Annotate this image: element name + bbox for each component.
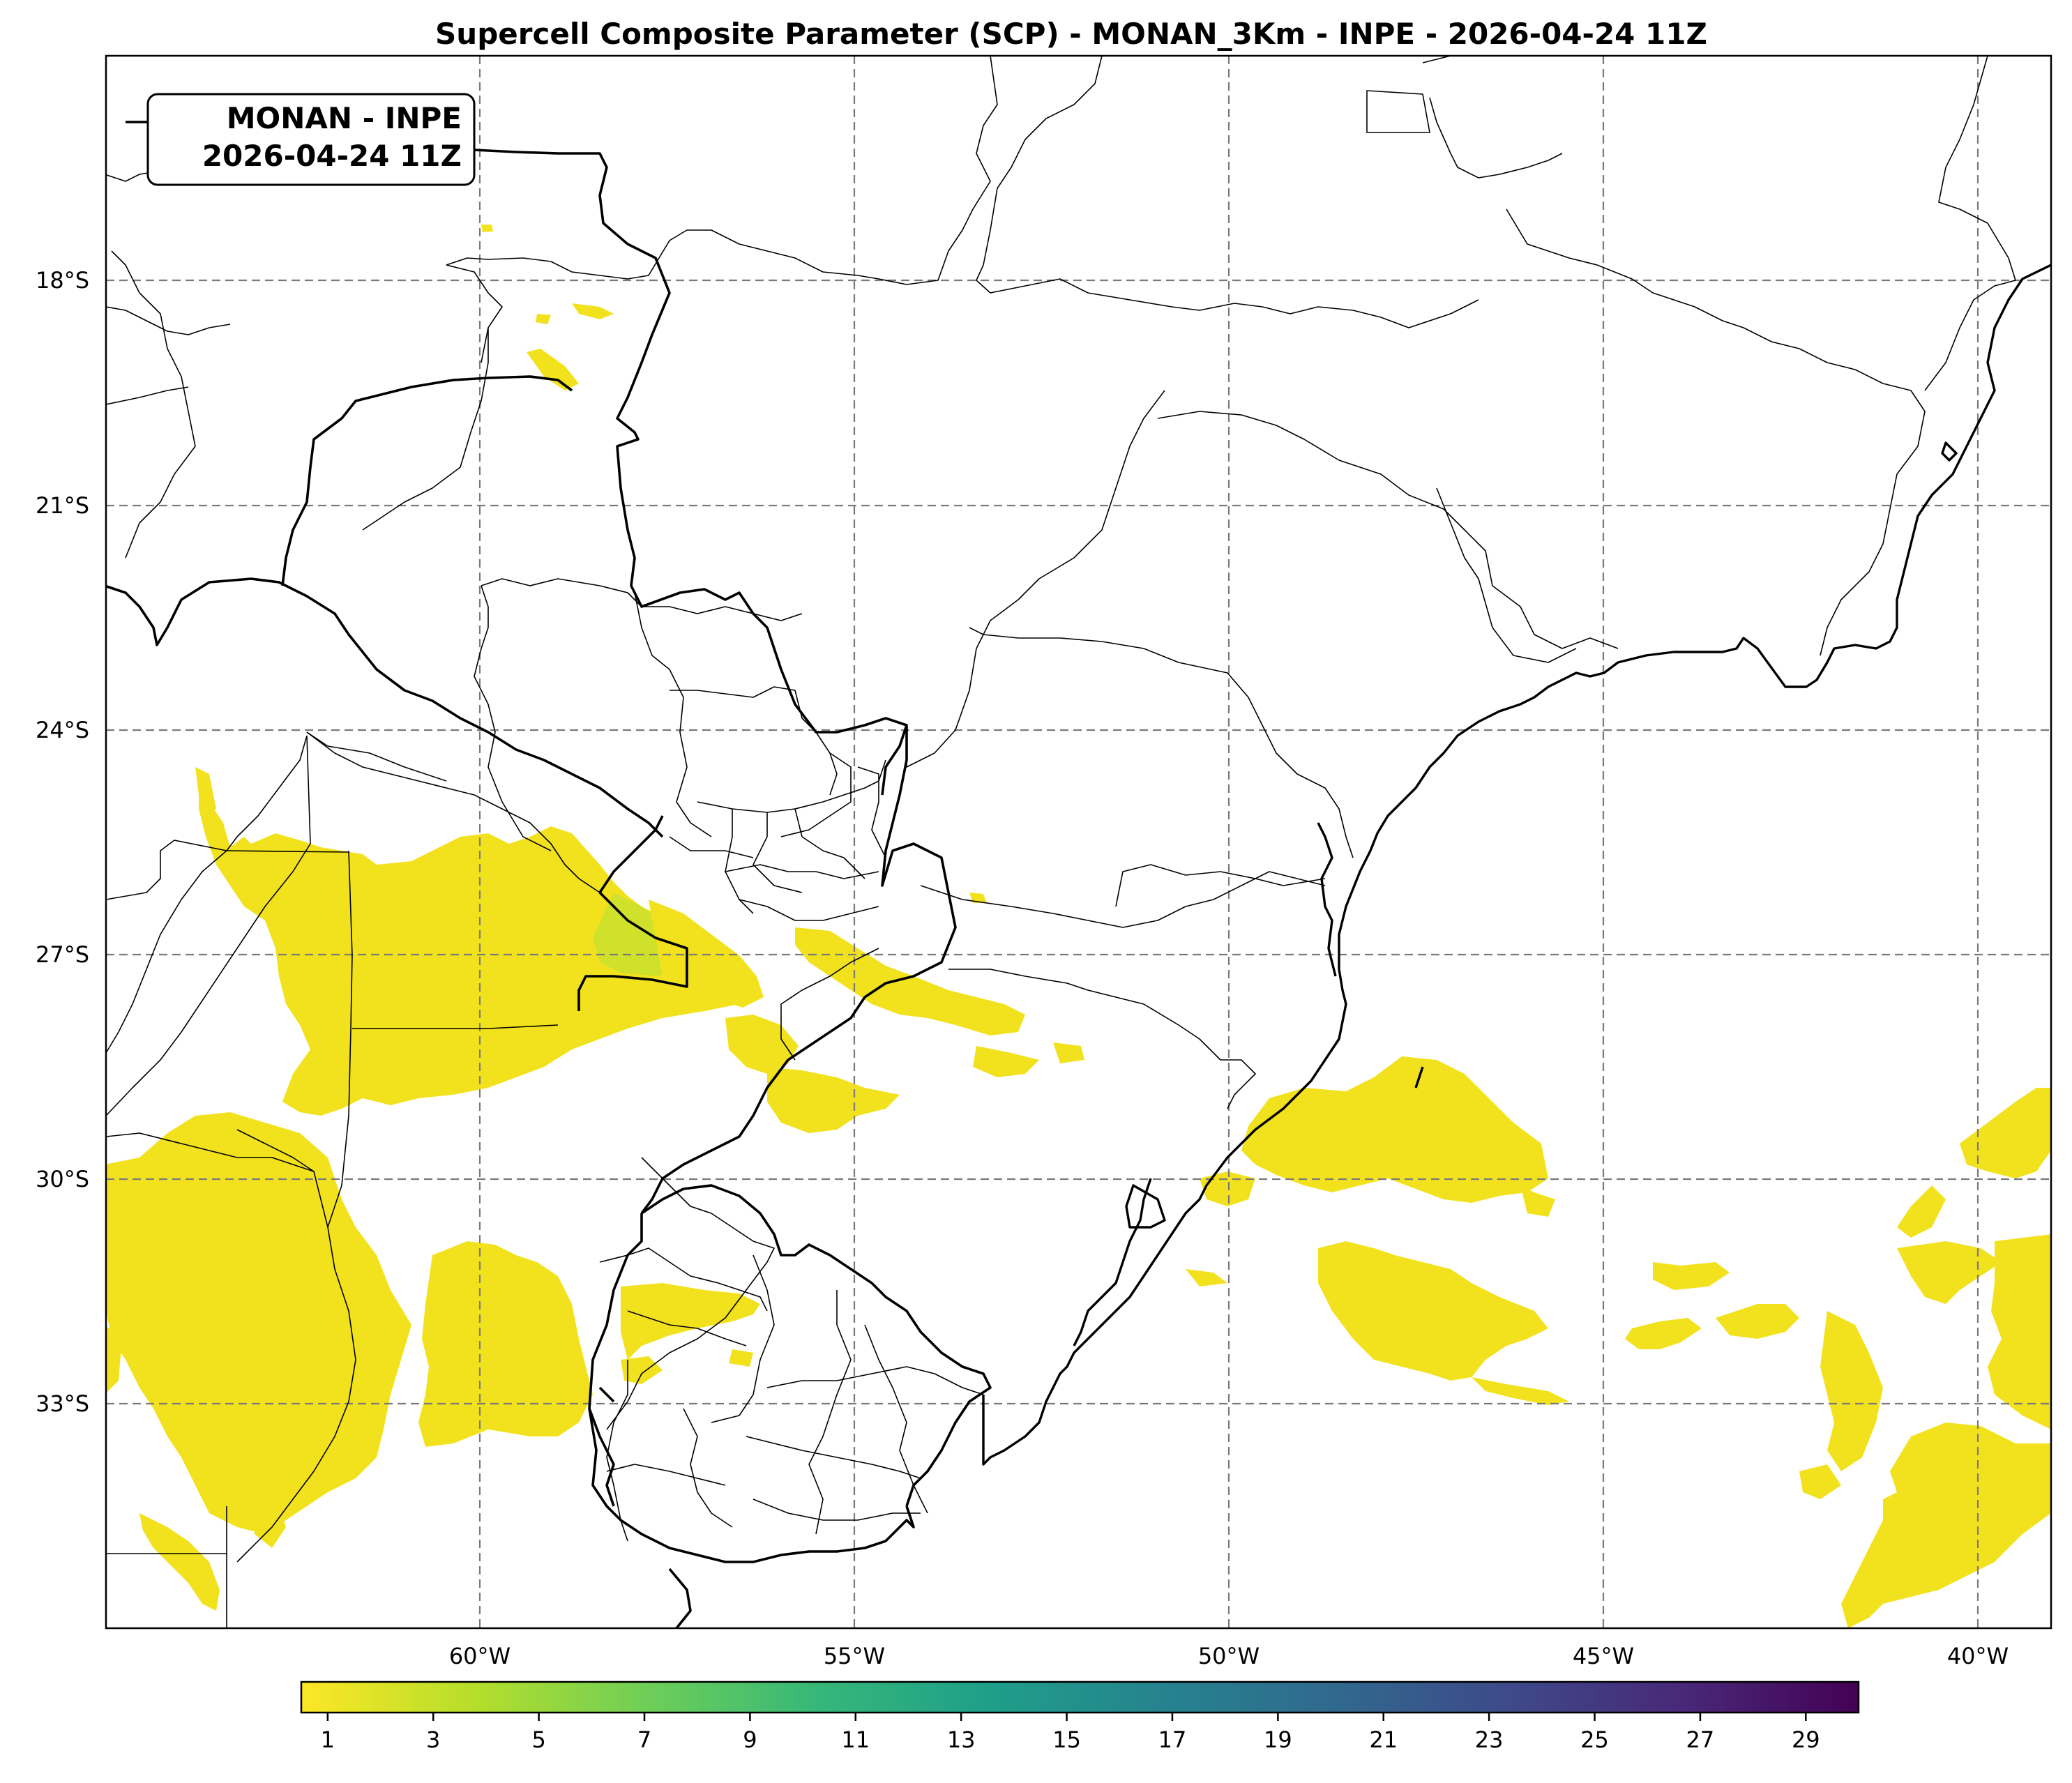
colorbar-ticks: 1 3 5 7 9 11 13 15 17 19 21 23 25 27 29	[321, 1713, 1820, 1753]
colorbar-tick-label: 17	[1158, 1727, 1187, 1753]
info-box-line2: 2026-04-24 11Z	[202, 139, 462, 173]
colorbar-tick-label: 9	[743, 1727, 757, 1753]
info-box: MONAN - INPE 2026-04-24 11Z	[146, 93, 476, 186]
colorbar-tick-label: 11	[841, 1727, 870, 1753]
info-box-line1: MONAN - INPE	[227, 101, 462, 135]
lat-label: 27°S	[36, 941, 89, 968]
figure-title: Supercell Composite Parameter (SCP) - MO…	[435, 17, 1707, 51]
lon-axis: 60°W 55°W 50°W 45°W 40°W	[449, 1643, 2009, 1669]
lat-label: 30°S	[36, 1166, 89, 1192]
lat-label: 24°S	[36, 717, 89, 743]
graticule	[106, 56, 2051, 1628]
colorbar-bar	[300, 1680, 1860, 1714]
colorbar-tick-label: 29	[1792, 1727, 1820, 1753]
map-panel	[106, 56, 2051, 1628]
colorbar-tick-label: 19	[1264, 1727, 1292, 1753]
lon-label: 60°W	[449, 1643, 511, 1669]
colorbar-tick-label: 3	[426, 1727, 440, 1753]
colorbar-tick-label: 15	[1052, 1727, 1081, 1753]
country-borders	[106, 121, 992, 1628]
lat-label: 18°S	[36, 267, 89, 294]
colorbar-tick-label: 7	[637, 1727, 651, 1753]
state-borders	[106, 56, 2016, 1628]
lat-label: 21°S	[36, 492, 89, 519]
colorbar-tick-label: 13	[947, 1727, 976, 1753]
colorbar-tick-label: 27	[1686, 1727, 1715, 1753]
scp-field	[106, 225, 2051, 1628]
colorbar-tick-label: 23	[1475, 1727, 1504, 1753]
lat-axis: 18°S 21°S 24°S 27°S 30°S 33°S	[36, 267, 89, 1417]
lon-label: 40°W	[1947, 1643, 2009, 1669]
lon-label: 50°W	[1198, 1643, 1260, 1669]
colorbar-tick-label: 25	[1580, 1727, 1609, 1753]
colorbar-tick-label: 5	[531, 1727, 545, 1753]
lon-label: 45°W	[1573, 1643, 1634, 1669]
lat-label: 33°S	[36, 1390, 89, 1417]
info-box-frame	[146, 93, 476, 186]
lon-label: 55°W	[824, 1643, 885, 1669]
map-frame	[105, 54, 2052, 1630]
colorbar-tick-label: 1	[321, 1727, 335, 1753]
colorbar: 1 3 5 7 9 11 13 15 17 19 21 23 25 27 29	[300, 1680, 1860, 1753]
colorbar-tick-label: 21	[1369, 1727, 1398, 1753]
coastline	[982, 264, 2051, 1466]
